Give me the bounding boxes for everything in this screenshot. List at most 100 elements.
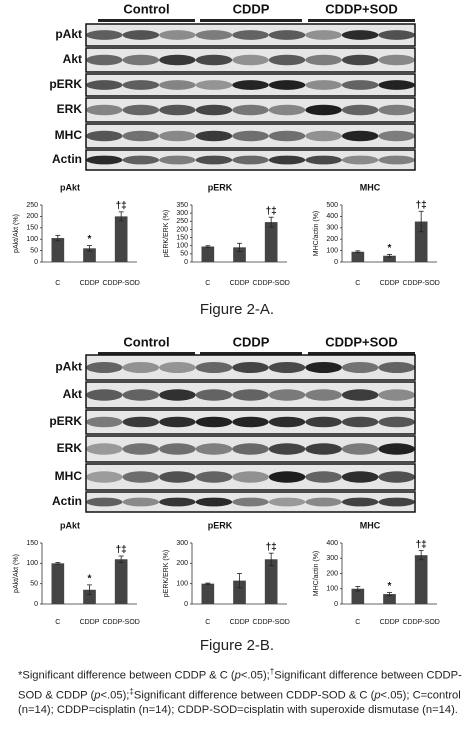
error-bar [55,234,61,242]
x-tick-label: CDDP [80,280,100,287]
figure-caption: Figure 2-B. [200,637,274,654]
blot-band [122,497,160,507]
footnote-text: <.05); C=control (n=14); CDDP=cisplatin … [18,689,461,717]
group-label: CDDP [233,334,270,349]
footnote-text: p [94,689,101,702]
blot-band [378,471,415,483]
blot-band [159,389,196,401]
row-label: Akt [63,52,82,66]
row-label: pAkt [55,27,82,41]
y-tick-label: 150 [26,540,38,547]
x-tick-label: CDDP [80,619,100,626]
chart-title: pERK [208,520,233,530]
x-tick-label: CDDP [230,619,250,626]
annotation: †‡ [266,206,277,217]
bar [83,248,96,262]
blot-band [232,471,269,483]
group-bar [200,19,302,22]
group-bar [200,352,302,355]
chart-title: pERK [208,182,233,192]
error-bar [268,216,274,228]
blot-band [305,416,342,428]
blot-band [86,30,123,40]
blot-band [378,104,415,116]
x-tick-label: CDDP-SOD [102,280,139,287]
blot-band [305,80,342,90]
row-label: Akt [63,387,82,401]
blot-band [195,80,233,90]
footnote-text: Significant difference between CDDP-SOD … [133,689,375,702]
blot-band [232,416,269,428]
blot-band [378,416,415,428]
bar [383,594,396,604]
x-tick-label: C [355,619,360,626]
blot-band [86,362,123,373]
y-tick-label: 250 [176,218,188,225]
blot-band [232,443,269,455]
x-tick-label: C [55,280,60,287]
blot-band [268,130,306,142]
y-tick-label: 50 [30,247,38,254]
blot-band [341,416,379,428]
blot-band [232,54,269,66]
annotation: †‡ [416,539,427,550]
blot-band [305,155,342,165]
x-tick-label: CDDP-SOD [402,280,439,287]
y-tick-label: 300 [326,555,338,562]
bar [351,588,365,604]
y-tick-label: 500 [326,202,338,209]
blot-band [341,389,379,401]
blot-band [122,155,160,165]
bar [264,222,278,262]
blot-band [159,30,196,40]
blot-band [232,80,269,90]
blot-band [232,155,269,165]
blot-band [159,362,196,373]
blot-band [195,104,233,116]
group-label: CDDP+SOD [325,334,398,349]
annotation: * [388,581,392,592]
x-tick-label: CDDP [230,280,250,287]
bar [233,580,246,604]
y-tick-label: 0 [34,259,38,266]
row-label: Actin [52,152,82,166]
annotation: †‡ [266,542,277,553]
error-bar [387,592,392,597]
blot-band [159,443,196,455]
y-axis-label: pERK/ERK (%) [163,210,170,257]
footnote-symbol: ‡ [129,686,134,696]
blot-band [86,155,123,165]
row-label: pERK [49,414,82,428]
annotation: †‡ [116,200,127,211]
y-tick-label: 50 [30,581,38,588]
x-tick-label: CDDP-SOD [252,619,289,626]
y-tick-label: 100 [26,236,38,243]
y-tick-label: 100 [26,560,38,567]
chart-title: pAkt [60,520,80,530]
blot-band [341,54,379,66]
figure-caption: Figure 2-A. [200,301,274,318]
y-tick-label: 200 [176,560,188,567]
annotation: †‡ [416,200,427,211]
blot-band [341,497,379,507]
error-bar [55,562,61,565]
blot-band [268,471,306,483]
group-label: CDDP [233,1,270,16]
error-bar [118,211,124,222]
blot-band [378,130,415,142]
row-label: ERK [57,102,83,116]
x-tick-label: CDDP-SOD [252,280,289,287]
bar [233,247,246,262]
y-tick-label: 200 [326,236,338,243]
blot-band [268,104,306,116]
blot-band [378,389,415,401]
blot-band [305,104,342,116]
blot-band [159,471,196,483]
blot-band [86,80,123,90]
x-tick-label: CDDP [380,619,400,626]
annotation: †‡ [116,545,127,556]
blot-band [268,416,306,428]
bar [114,559,128,604]
blot-band [268,362,306,373]
x-tick-label: C [355,280,360,287]
